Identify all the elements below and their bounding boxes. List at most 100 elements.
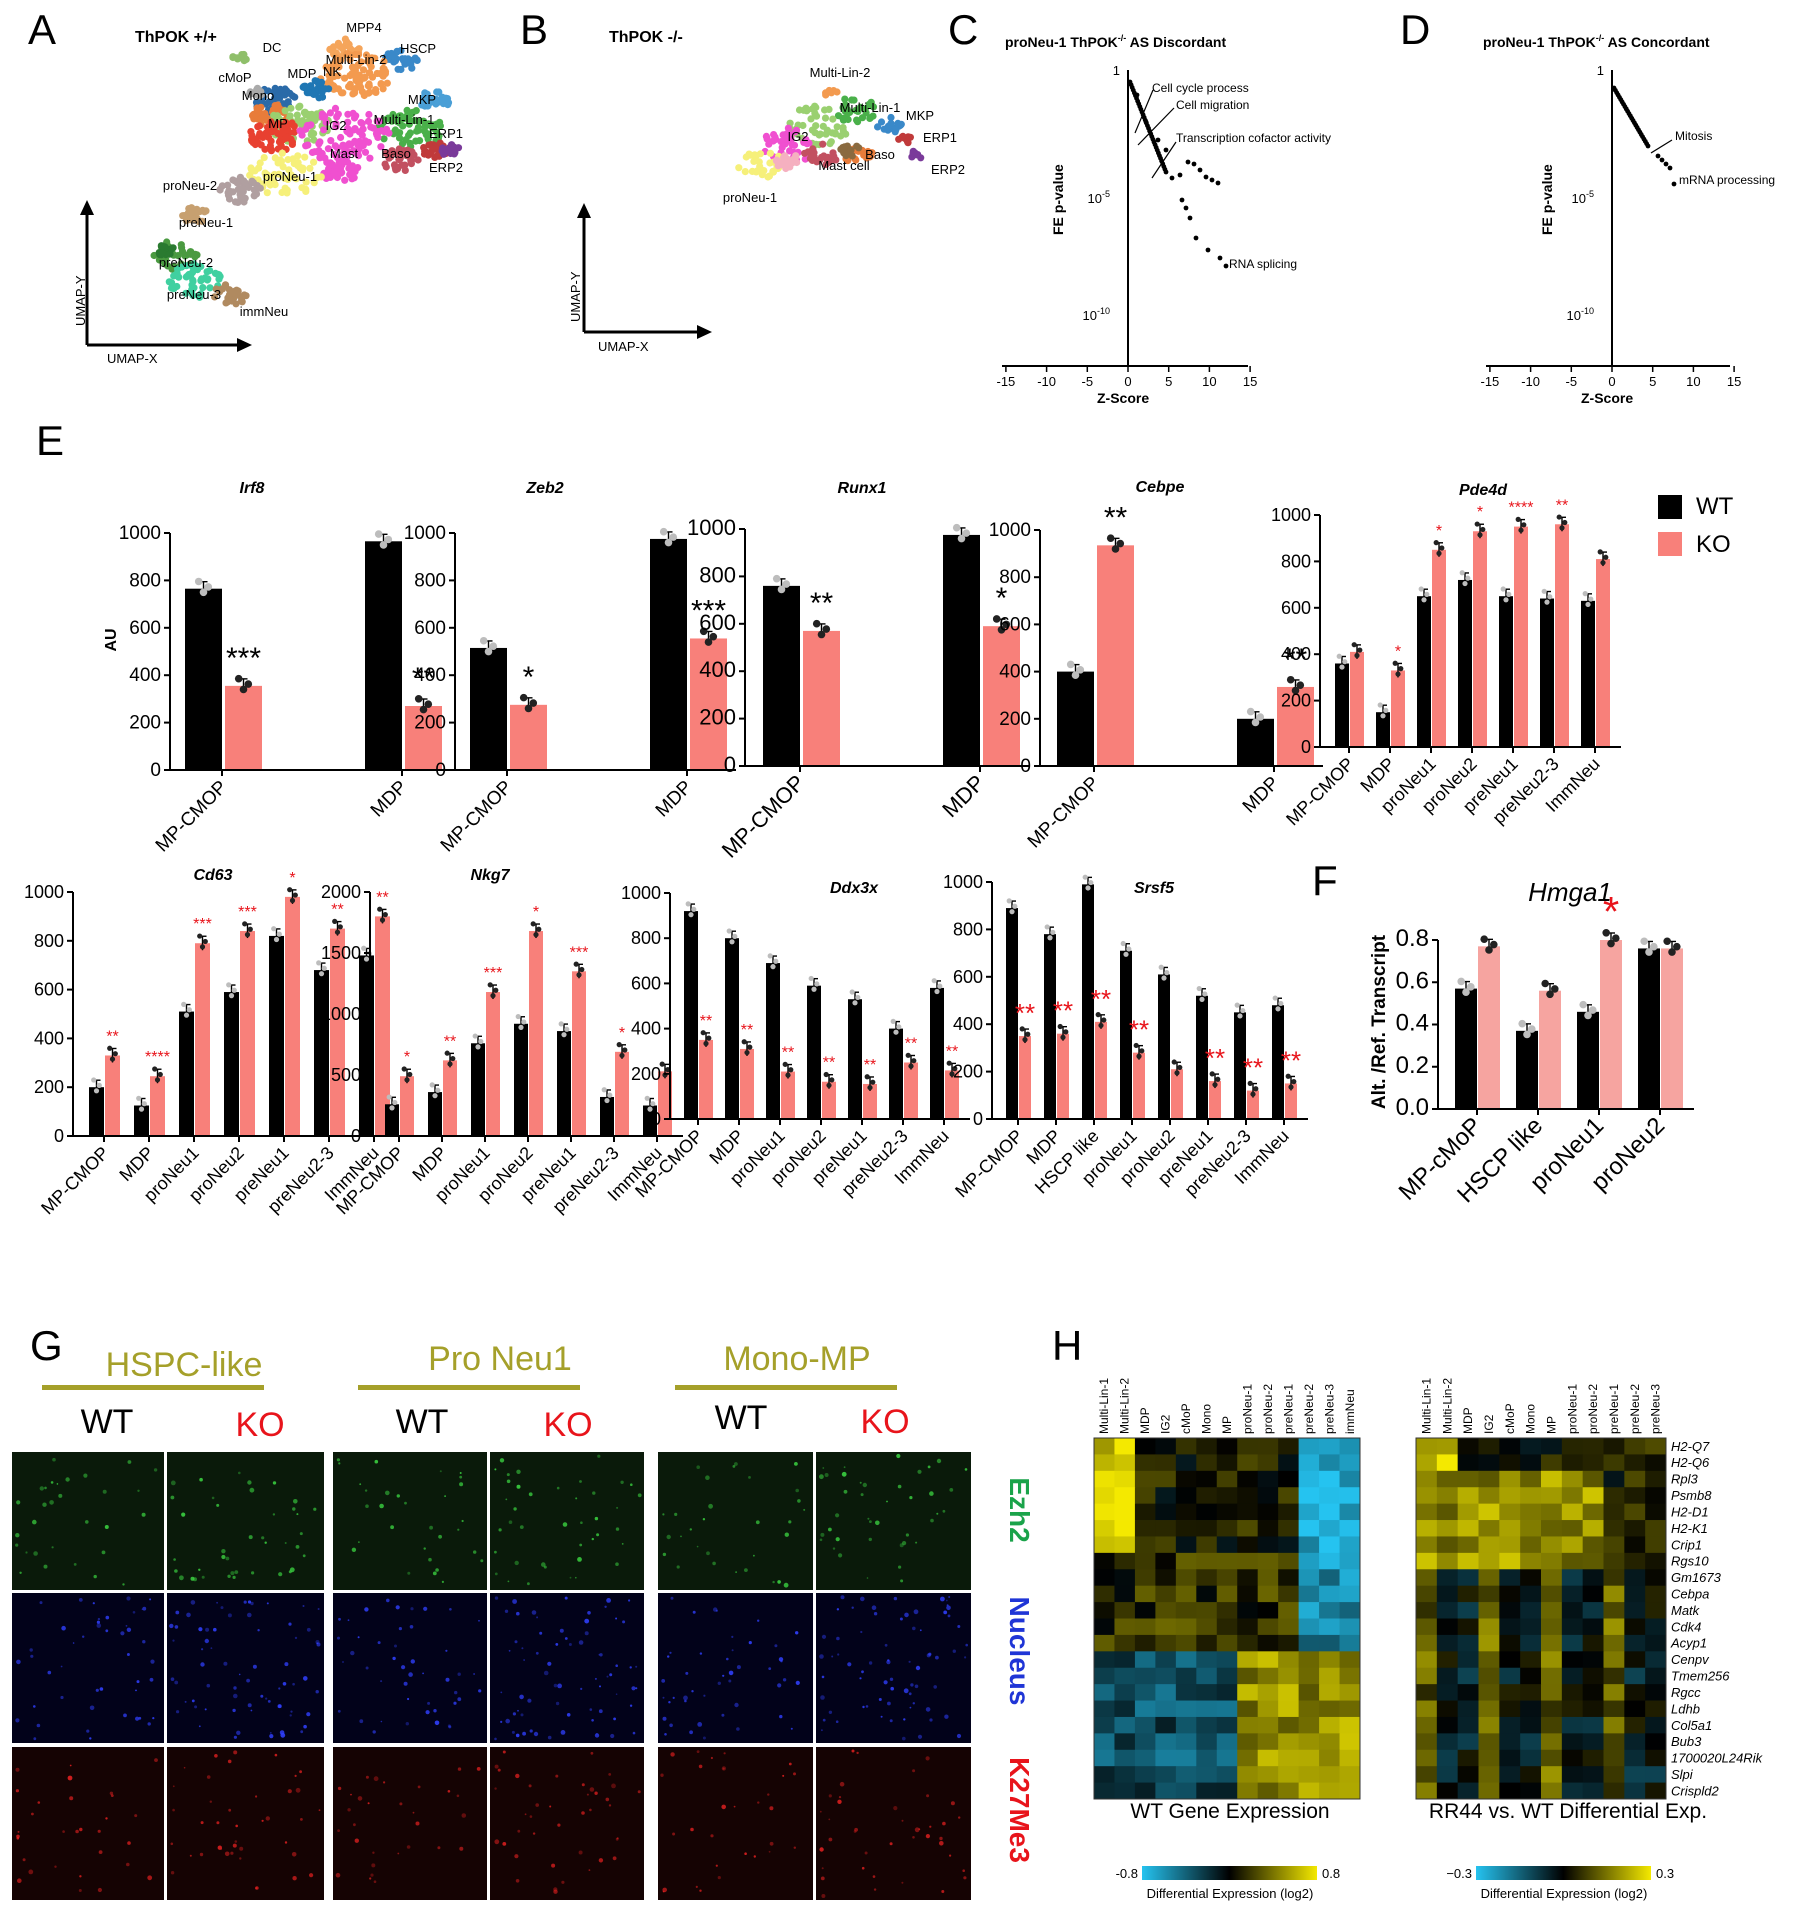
heatmap-cell xyxy=(1094,1634,1115,1652)
cell-signal xyxy=(668,1701,671,1704)
significance-stars: * xyxy=(1477,504,1483,521)
significance-stars: * xyxy=(523,661,535,694)
heatmap-cell xyxy=(1175,1716,1197,1734)
heatmap-cell xyxy=(1196,1569,1218,1587)
cell-signal xyxy=(551,1863,556,1868)
enrichment-dot xyxy=(1655,153,1661,159)
heatmap-cell xyxy=(1416,1667,1438,1685)
replicate-dot xyxy=(685,901,691,907)
heatmap-cell xyxy=(1237,1749,1259,1767)
bar-wt xyxy=(514,1023,528,1136)
heatmap-cell xyxy=(1436,1651,1459,1669)
heatmap-cell xyxy=(1319,1536,1340,1554)
heatmap-cell xyxy=(1339,1438,1361,1455)
cell-signal xyxy=(856,1751,859,1755)
cell-signal xyxy=(588,1869,591,1871)
umap-point xyxy=(337,169,345,177)
enrichment-dot xyxy=(1193,235,1199,241)
replicate-dot xyxy=(829,1077,835,1083)
cell-signal xyxy=(126,1862,130,1867)
umap-point xyxy=(274,120,282,128)
bar-ko xyxy=(510,704,547,770)
replicate-dot xyxy=(890,1018,896,1024)
heatmap-cell xyxy=(1216,1503,1238,1521)
cell-signal xyxy=(494,1764,499,1769)
bar-chart-ddx3x: Ddx3x02004006008001000**MP-CMOP**MDP**pr… xyxy=(621,880,970,1201)
replicate-dot xyxy=(379,917,386,923)
heatmap-cell xyxy=(1457,1503,1479,1521)
bar-wt xyxy=(930,987,944,1119)
heatmap-cell xyxy=(1520,1438,1542,1455)
panel-letter-d: D xyxy=(1400,6,1430,53)
heatmap-cell xyxy=(1319,1569,1340,1587)
cell-signal xyxy=(351,1547,357,1553)
cell-signal xyxy=(555,1643,559,1646)
heatmap-cell xyxy=(1196,1749,1218,1767)
cell-signal xyxy=(399,1802,403,1806)
cell-signal xyxy=(539,1631,543,1635)
cell-signal xyxy=(942,1821,946,1826)
umap-point xyxy=(758,171,766,179)
replicate-dot xyxy=(1480,526,1486,533)
replicate-dot xyxy=(472,1033,478,1039)
cell-signal xyxy=(860,1493,864,1497)
umap-point xyxy=(349,109,357,117)
heatmap-cell xyxy=(1561,1536,1584,1554)
cell-signal xyxy=(170,1480,176,1486)
cell-signal xyxy=(409,1625,414,1629)
replicate-dot xyxy=(1177,1064,1183,1071)
cell-signal xyxy=(744,1852,747,1855)
heatmap-cell xyxy=(1216,1454,1238,1472)
replicate-dot xyxy=(1139,1048,1145,1054)
cell-signal xyxy=(736,1665,741,1670)
replicate-dot xyxy=(564,1026,570,1032)
cell-signal xyxy=(964,1468,968,1471)
heatmap-cell xyxy=(1155,1487,1177,1505)
heatmap-cell xyxy=(1499,1733,1521,1751)
cell-signal xyxy=(221,1554,226,1560)
cell-signal xyxy=(247,1600,252,1604)
enrichment-dot xyxy=(1209,177,1215,183)
cell-signal xyxy=(216,1601,219,1604)
cell-signal xyxy=(249,1487,255,1493)
heatmap-cell xyxy=(1520,1716,1542,1734)
cell-signal xyxy=(793,1772,796,1776)
umap-point xyxy=(260,154,268,162)
cell-signal xyxy=(135,1689,137,1692)
heatmap-cell xyxy=(1196,1487,1218,1505)
cell-signal xyxy=(122,1583,125,1586)
cell-signal xyxy=(449,1608,452,1611)
umap-point xyxy=(224,181,232,189)
umap-point xyxy=(189,291,197,299)
heatmap-cell xyxy=(1645,1503,1667,1521)
heatmap-cell xyxy=(1298,1700,1320,1718)
bar-ko xyxy=(1432,549,1446,747)
umap-point xyxy=(356,78,364,86)
umap-b-xlabel: UMAP-X xyxy=(598,339,649,354)
umap-point xyxy=(186,248,194,256)
umap-point xyxy=(436,118,444,126)
heatmap-cell xyxy=(1094,1716,1115,1734)
umap-point xyxy=(256,90,264,98)
cell-signal xyxy=(517,1709,519,1712)
heatmap-cell xyxy=(1499,1766,1521,1783)
cell-signal xyxy=(872,1875,876,1878)
heatmap-cell xyxy=(1319,1602,1340,1619)
chart-title: Irf8 xyxy=(240,480,265,497)
cell-signal xyxy=(777,1580,781,1584)
cell-signal xyxy=(943,1610,948,1615)
replicate-dot xyxy=(1095,1012,1101,1018)
significance-stars: ** xyxy=(331,902,343,919)
hspc-ko-label: KO xyxy=(235,1406,284,1444)
cell-signal xyxy=(16,1836,20,1840)
cell-signal xyxy=(37,1801,41,1804)
umap-cluster-label: Mast cell xyxy=(818,158,869,173)
umap-point xyxy=(887,113,895,122)
cell-signal xyxy=(696,1545,699,1548)
cell-signal xyxy=(101,1550,106,1555)
cell-signal xyxy=(246,1678,251,1683)
heatmap-cell xyxy=(1416,1552,1438,1570)
umap-cluster-label: IG2 xyxy=(788,129,809,144)
cell-signal xyxy=(93,1574,97,1579)
heatmap-cell xyxy=(1645,1700,1667,1718)
